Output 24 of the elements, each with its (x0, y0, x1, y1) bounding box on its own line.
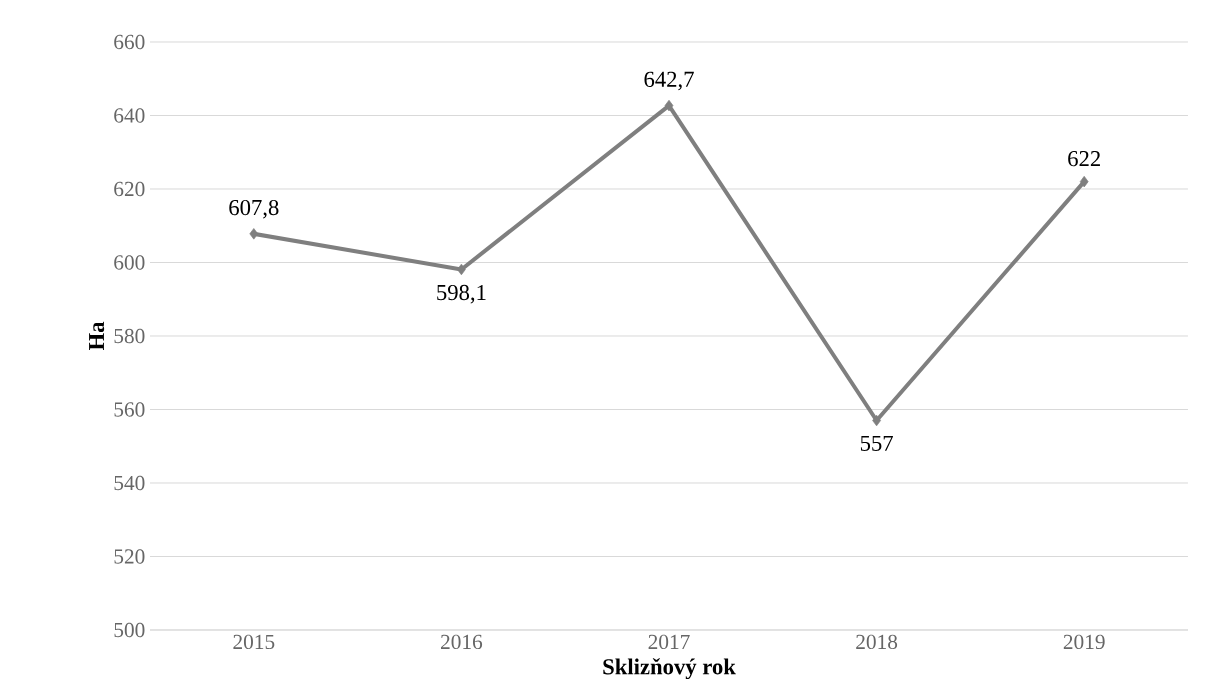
y-tick-label: 500 (114, 622, 145, 638)
y-tick-label: 540 (114, 475, 145, 491)
y-tick-label: 580 (114, 328, 145, 344)
x-axis-title: Sklizňový rok (603, 658, 736, 680)
x-tick-label: 2017 (648, 634, 690, 650)
data-label: 622 (1068, 151, 1100, 167)
x-tick-label: 2015 (233, 634, 275, 650)
y-axis-title: Ha (89, 321, 105, 351)
y-tick-label: 640 (114, 108, 145, 123)
x-tick-label: 2016 (441, 634, 483, 650)
y-tick-label: 560 (114, 402, 145, 417)
point (249, 228, 259, 240)
data-label: 607,8 (229, 199, 279, 219)
data-label: 557 (860, 435, 893, 451)
data-label: 642,7 (644, 71, 694, 91)
data-label: 598,1 (437, 284, 486, 304)
y-tick-label: 620 (114, 181, 145, 197)
x-tick-label: 2019 (1063, 634, 1105, 650)
y-tick-label: 660 (114, 34, 145, 50)
y-tick-label: 520 (114, 549, 145, 564)
x-tick-label: 2018 (856, 634, 898, 650)
point (1079, 175, 1089, 188)
point (664, 99, 674, 112)
y-tick-label: 600 (114, 255, 145, 270)
